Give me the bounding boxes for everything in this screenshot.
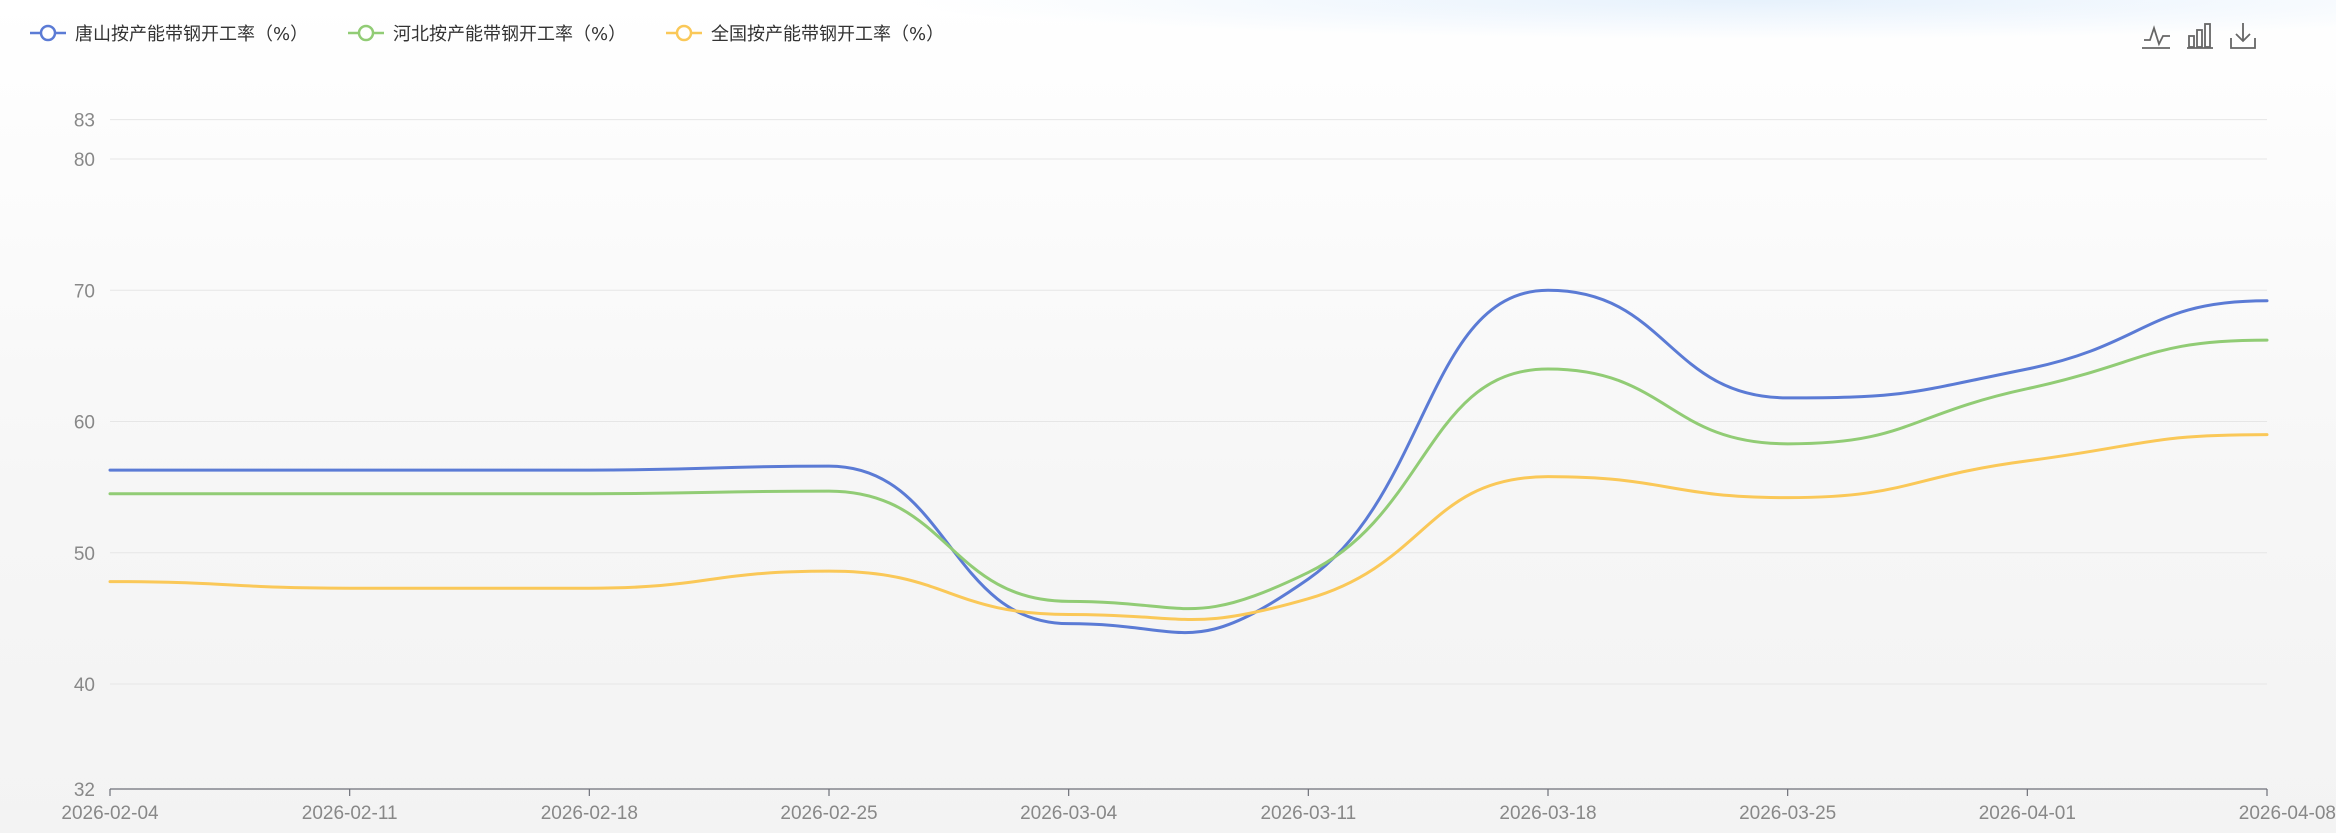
legend-item-0[interactable]: 唐山按产能带钢开工率（%）: [30, 24, 308, 45]
x-tick-label: 2026-02-18: [541, 803, 638, 824]
legend-circle-icon: [675, 24, 693, 42]
y-axis-tick-labels: 32 40 50 60 70 80 83: [74, 111, 95, 801]
x-tick-label: 2026-02-25: [780, 803, 877, 824]
legend-label: 全国按产能带钢开工率（%）: [711, 24, 944, 45]
bar-chart-icon[interactable]: [2183, 18, 2217, 52]
series-line-0: [108, 288, 2269, 635]
x-tick-label: 2026-03-11: [1260, 803, 1356, 824]
header-glow: [900, 0, 2336, 40]
y-tick-label: 80: [74, 150, 95, 171]
series-lines: [108, 288, 2269, 635]
y-tick-label: 40: [74, 675, 95, 696]
y-tick-label: 70: [74, 281, 95, 302]
y-tick-label: 83: [74, 111, 95, 132]
x-tick-label: 2026-02-11: [302, 803, 398, 824]
legend-label: 唐山按产能带钢开工率（%）: [75, 24, 308, 45]
x-tick-label: 2026-03-25: [1739, 803, 1836, 824]
y-tick-label: 50: [74, 544, 95, 565]
y-tick-label: 32: [74, 780, 95, 801]
download-icon[interactable]: [2226, 18, 2260, 52]
legend-circle-icon: [39, 24, 57, 42]
x-tick-label: 2026-03-04: [1020, 803, 1118, 824]
y-tick-label: 60: [74, 413, 95, 434]
x-tick-label: 2026-04-08: [2239, 803, 2336, 824]
series-line-2: [108, 433, 2269, 622]
x-tick-label: 2026-03-18: [1499, 803, 1596, 824]
legend-item-2[interactable]: 全国按产能带钢开工率（%）: [666, 24, 944, 45]
line-chart-icon[interactable]: [2138, 18, 2174, 52]
x-axis: 2026-02-04 2026-02-11 2026-02-18 2026-02-25…: [61, 788, 2336, 824]
legend-label: 河北按产能带钢开工率（%）: [393, 24, 626, 45]
toolbar: [2138, 18, 2260, 52]
series-line-1: [108, 338, 2269, 611]
legend-circle-icon: [357, 24, 375, 42]
legend[interactable]: 唐山按产能带钢开工率（%） 河北按产能带钢开工率（%） 全国按产能带钢开工率（%）: [30, 24, 944, 45]
x-tick-label: 2026-04-01: [1979, 803, 2076, 824]
legend-item-1[interactable]: 河北按产能带钢开工率（%）: [348, 24, 626, 45]
grid-lines: [110, 119, 2267, 685]
x-tick-label: 2026-02-04: [61, 803, 159, 824]
